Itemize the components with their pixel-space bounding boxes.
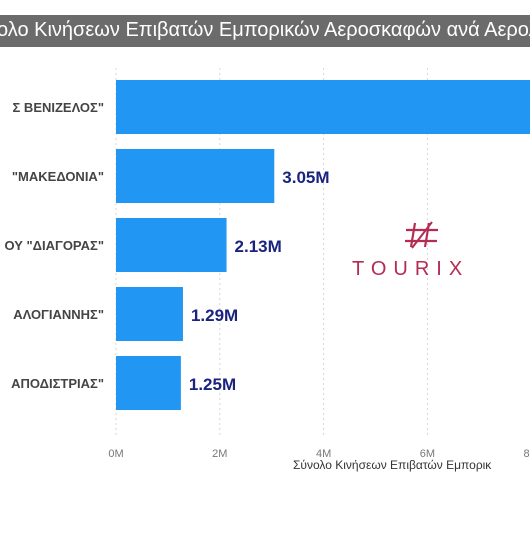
data-label: 1.29M [191, 306, 238, 325]
category-label: Σ ΒΕΝΙΖΕΛΟΣ" [13, 100, 104, 115]
x-tick-label: 0M [108, 448, 123, 460]
x-tick-label: 8M [524, 448, 530, 460]
category-label: "ΜΑΚΕΔΟΝΙΑ" [12, 169, 104, 184]
bar [116, 80, 530, 134]
x-tick-label: 2M [212, 448, 227, 460]
category-label: ΟΥ "ΔΙΑΓΟΡΑΣ" [4, 238, 104, 253]
data-label: 1.25M [189, 375, 236, 394]
bar [116, 356, 181, 410]
bar [116, 287, 183, 341]
data-label: 3.05M [282, 168, 329, 187]
bar [116, 218, 227, 272]
category-label: ΑΠΟΔΙΣΤΡΙΑΣ" [11, 376, 104, 391]
bar [116, 149, 275, 203]
data-label: 2.13M [235, 237, 282, 256]
x-tick-label: 6M [420, 448, 435, 460]
x-axis-label: Σύνολο Κινήσεων Επιβατών Εμπορικ [293, 458, 492, 472]
x-tick-label: 4M [316, 448, 331, 460]
chart-title-bar: ολο Κινήσεων Επιβατών Εμπορικών Αεροσκαφ… [0, 15, 530, 47]
chart-title: ολο Κινήσεων Επιβατών Εμπορικών Αεροσκαφ… [0, 19, 530, 41]
category-label: ΑΛΟΓΙΑΝΝΗΣ" [13, 307, 104, 322]
logo-text: TOURIX [352, 258, 470, 280]
hash-logo-icon [405, 221, 438, 249]
